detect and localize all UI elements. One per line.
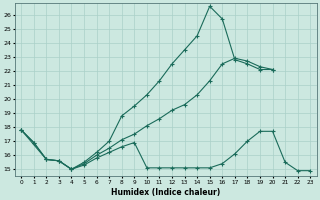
X-axis label: Humidex (Indice chaleur): Humidex (Indice chaleur) [111,188,220,197]
